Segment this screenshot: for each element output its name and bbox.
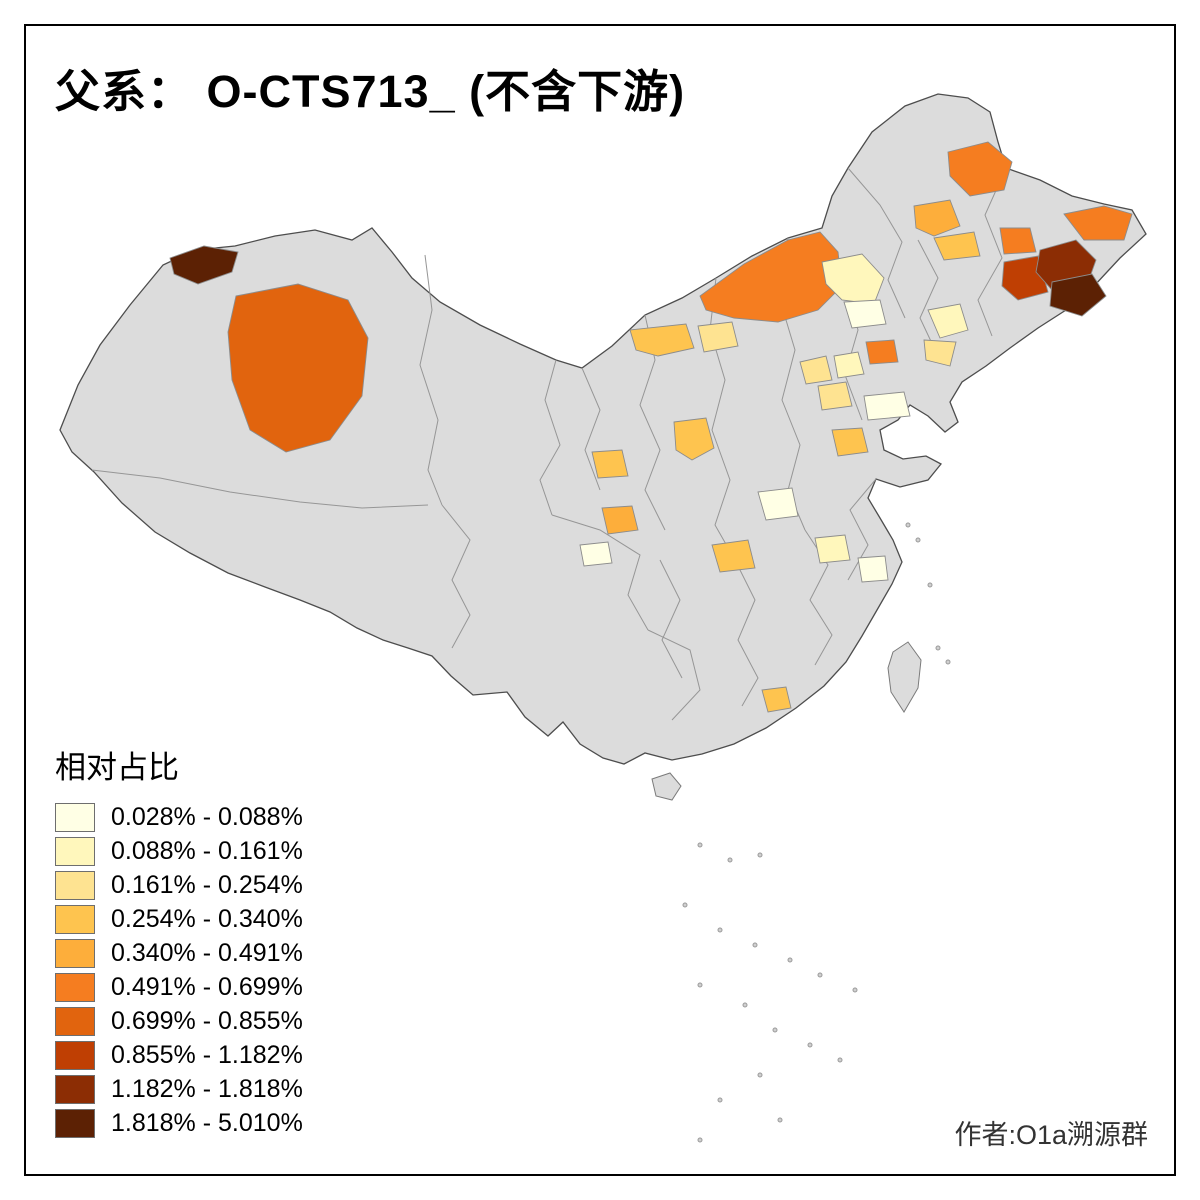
legend-row: 0.855% - 1.182% bbox=[55, 1041, 303, 1070]
legend-row: 0.340% - 0.491% bbox=[55, 939, 303, 968]
legend-row: 0.254% - 0.340% bbox=[55, 905, 303, 934]
region-patch bbox=[1063, 205, 1133, 241]
region-patch bbox=[814, 534, 851, 564]
south-china-sea-islands bbox=[682, 842, 858, 1143]
region-patch bbox=[947, 141, 1013, 197]
region-patch bbox=[923, 339, 957, 367]
legend: 相对占比 0.028% - 0.088% 0.088% - 0.161% 0.1… bbox=[55, 742, 303, 1143]
page-title: 父系： O-CTS713_ (不含下游) bbox=[55, 66, 686, 117]
legend-label: 1.818% - 5.010% bbox=[111, 1109, 303, 1137]
region-patch bbox=[601, 505, 639, 535]
region-patch bbox=[757, 487, 799, 521]
legend-row: 0.161% - 0.254% bbox=[55, 871, 303, 900]
legend-swatch bbox=[55, 1041, 95, 1070]
legend-swatch bbox=[55, 1075, 95, 1104]
legend-label: 0.699% - 0.855% bbox=[111, 1007, 303, 1035]
legend-label: 0.028% - 0.088% bbox=[111, 803, 303, 831]
legend-label: 0.340% - 0.491% bbox=[111, 939, 303, 967]
region-patch bbox=[629, 323, 695, 357]
legend-swatch bbox=[55, 1109, 95, 1138]
region-patch bbox=[933, 231, 981, 261]
legend-label: 0.161% - 0.254% bbox=[111, 871, 303, 899]
legend-title: 相对占比 bbox=[55, 750, 179, 785]
region-patch bbox=[833, 351, 865, 379]
region-patch bbox=[865, 339, 899, 365]
taiwan-island bbox=[887, 641, 922, 713]
region-patch bbox=[863, 391, 911, 421]
region-patch bbox=[761, 686, 792, 713]
legend-swatch bbox=[55, 871, 95, 900]
region-patch bbox=[799, 355, 833, 385]
legend-row: 1.182% - 1.818% bbox=[55, 1075, 303, 1104]
region-patch bbox=[169, 245, 239, 285]
legend-row: 0.088% - 0.161% bbox=[55, 837, 303, 866]
region-patch bbox=[591, 449, 629, 479]
region-patch bbox=[1049, 273, 1107, 317]
legend-swatch bbox=[55, 905, 95, 934]
legend-row: 0.491% - 0.699% bbox=[55, 973, 303, 1002]
region-patch bbox=[227, 283, 369, 453]
region-patch bbox=[817, 381, 853, 411]
legend-label: 0.088% - 0.161% bbox=[111, 837, 303, 865]
region-patch bbox=[843, 299, 887, 329]
region-patch bbox=[711, 539, 756, 573]
coastal-islets bbox=[905, 522, 951, 665]
hainan-island bbox=[651, 772, 682, 801]
region-patch bbox=[999, 227, 1037, 255]
legend-swatch bbox=[55, 1007, 95, 1036]
region-patch bbox=[913, 199, 961, 237]
region-patch bbox=[673, 417, 715, 461]
mainland-outline bbox=[59, 93, 1147, 765]
colored-regions bbox=[169, 141, 1133, 713]
legend-row: 0.699% - 0.855% bbox=[55, 1007, 303, 1036]
region-patch bbox=[857, 555, 889, 583]
legend-label: 0.491% - 0.699% bbox=[111, 973, 303, 1001]
legend-row: 1.818% - 5.010% bbox=[55, 1109, 303, 1138]
frame-border bbox=[24, 24, 1176, 1176]
legend-swatch bbox=[55, 803, 95, 832]
legend-swatch bbox=[55, 939, 95, 968]
legend-label: 0.855% - 1.182% bbox=[111, 1041, 303, 1069]
legend-row: 0.028% - 0.088% bbox=[55, 803, 303, 832]
author-credit: 作者:O1a溯源群 bbox=[954, 1120, 1148, 1150]
region-patch bbox=[831, 427, 869, 457]
legend-label: 1.182% - 1.818% bbox=[111, 1075, 303, 1103]
legend-label: 0.254% - 0.340% bbox=[111, 905, 303, 933]
region-patch bbox=[579, 541, 613, 567]
legend-swatch bbox=[55, 837, 95, 866]
region-patch bbox=[697, 321, 739, 353]
region-patch bbox=[927, 303, 969, 339]
legend-swatch bbox=[55, 973, 95, 1002]
